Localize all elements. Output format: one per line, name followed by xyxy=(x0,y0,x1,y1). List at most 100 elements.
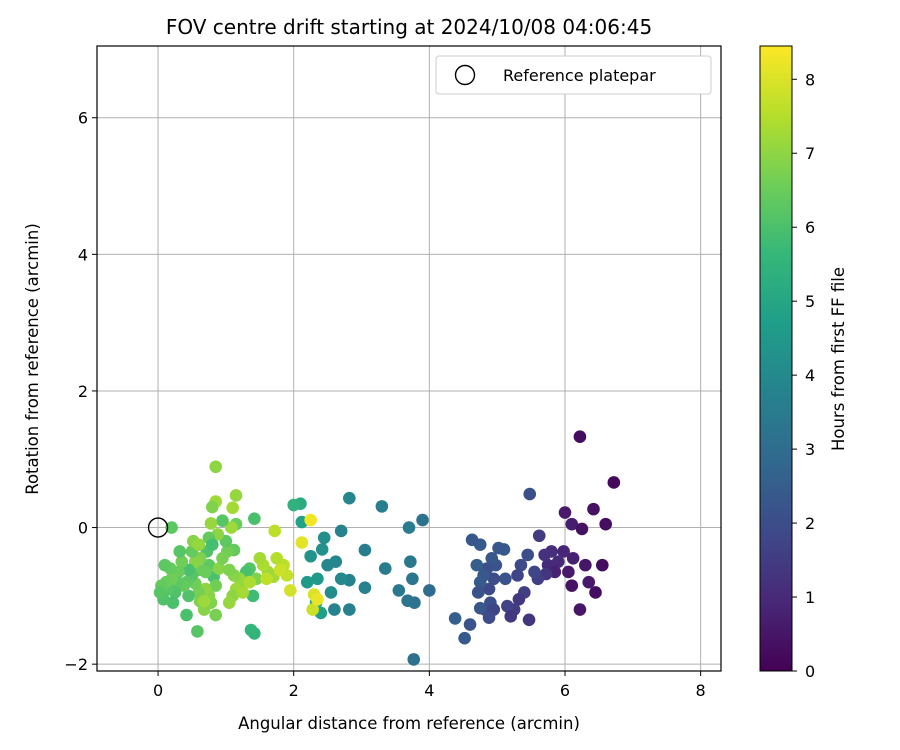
data-point xyxy=(270,551,284,565)
data-point xyxy=(416,513,429,527)
data-point xyxy=(306,603,319,616)
data-point xyxy=(343,603,356,616)
data-point xyxy=(273,563,287,577)
data-point xyxy=(448,612,462,625)
legend-marker-open-circle xyxy=(454,64,476,86)
x-tick-label: 0 xyxy=(153,681,163,700)
data-point xyxy=(538,548,551,562)
data-point xyxy=(243,575,256,589)
data-point xyxy=(311,572,324,586)
plot-frame xyxy=(96,45,722,672)
chart-title: FOV centre drift starting at 2024/10/08 … xyxy=(166,15,652,39)
data-point xyxy=(192,538,206,551)
data-point xyxy=(566,551,580,565)
y-tick-label: 4 xyxy=(78,245,88,264)
colorbar-ticks: 0 1 2 3 4 5 6 7 8 xyxy=(792,70,815,681)
data-point xyxy=(565,579,579,592)
data-point xyxy=(473,601,487,615)
x-tick-label: 4 xyxy=(424,681,434,700)
data-point xyxy=(378,562,392,575)
x-axis-label: Angular distance from reference (arcmin) xyxy=(238,714,580,733)
data-point xyxy=(253,551,267,565)
data-point xyxy=(565,517,579,531)
data-point xyxy=(492,541,505,555)
data-point xyxy=(599,517,612,531)
colorbar-tick-label: 7 xyxy=(805,144,815,163)
data-point xyxy=(216,551,229,565)
data-point xyxy=(573,603,587,616)
data-point xyxy=(226,501,239,515)
colorbar-tick-label: 6 xyxy=(805,218,815,237)
data-point xyxy=(236,586,250,599)
data-point xyxy=(501,599,514,613)
y-tick-label: 2 xyxy=(78,382,88,401)
data-point xyxy=(206,538,219,551)
colorbar-tick-label: 2 xyxy=(805,514,815,533)
data-point xyxy=(212,562,226,575)
data-point xyxy=(401,594,414,607)
data-point xyxy=(224,521,238,534)
data-point xyxy=(222,563,236,577)
data-point xyxy=(287,498,300,512)
data-points xyxy=(153,430,621,666)
data-point xyxy=(166,596,180,609)
data-point xyxy=(463,618,477,631)
data-point xyxy=(334,524,348,538)
legend: Reference platepar xyxy=(435,55,712,95)
colorbar-tick-label: 5 xyxy=(805,292,815,311)
data-point xyxy=(523,487,537,501)
data-point xyxy=(375,500,389,513)
data-point xyxy=(511,569,524,582)
data-point xyxy=(499,572,512,586)
colorbar-tick-label: 3 xyxy=(805,440,815,459)
data-point xyxy=(406,572,419,586)
data-point xyxy=(423,584,436,597)
data-point xyxy=(528,565,541,579)
data-point xyxy=(328,603,341,616)
data-point xyxy=(300,575,314,589)
data-point xyxy=(521,548,534,562)
data-point xyxy=(209,608,222,622)
colorbar-tick-label: 8 xyxy=(805,70,815,89)
data-point xyxy=(284,584,297,597)
data-point xyxy=(557,545,570,558)
data-point xyxy=(324,586,338,599)
data-point xyxy=(470,558,484,572)
data-point xyxy=(317,531,331,545)
data-point xyxy=(311,592,324,606)
data-point xyxy=(173,545,187,558)
data-point xyxy=(222,596,236,609)
data-point xyxy=(402,521,416,534)
data-point xyxy=(165,521,178,534)
data-point xyxy=(358,581,372,594)
data-point xyxy=(587,502,600,516)
data-point xyxy=(246,589,260,603)
data-point xyxy=(562,565,575,579)
data-point xyxy=(473,575,487,589)
data-point xyxy=(180,608,193,622)
data-point xyxy=(558,506,572,519)
data-point xyxy=(589,586,602,599)
colorbar-tick-label: 1 xyxy=(805,588,815,607)
data-point xyxy=(175,555,189,569)
colorbar-label: Hours from first FF file xyxy=(829,267,848,451)
data-point xyxy=(206,500,219,514)
data-point xyxy=(596,558,609,572)
data-point xyxy=(229,489,243,502)
colorbar-tick-label: 0 xyxy=(805,662,815,681)
data-point xyxy=(582,575,596,589)
data-point xyxy=(204,517,218,530)
data-point xyxy=(358,543,372,557)
data-point xyxy=(216,514,229,528)
data-point xyxy=(575,522,589,536)
data-point xyxy=(209,579,222,592)
data-point xyxy=(260,572,273,586)
x-tick-label: 6 xyxy=(560,681,570,700)
data-point xyxy=(295,536,309,549)
data-point xyxy=(248,512,261,525)
data-point xyxy=(504,610,518,623)
data-point xyxy=(304,513,317,527)
data-point xyxy=(532,529,546,543)
data-point xyxy=(551,555,565,569)
